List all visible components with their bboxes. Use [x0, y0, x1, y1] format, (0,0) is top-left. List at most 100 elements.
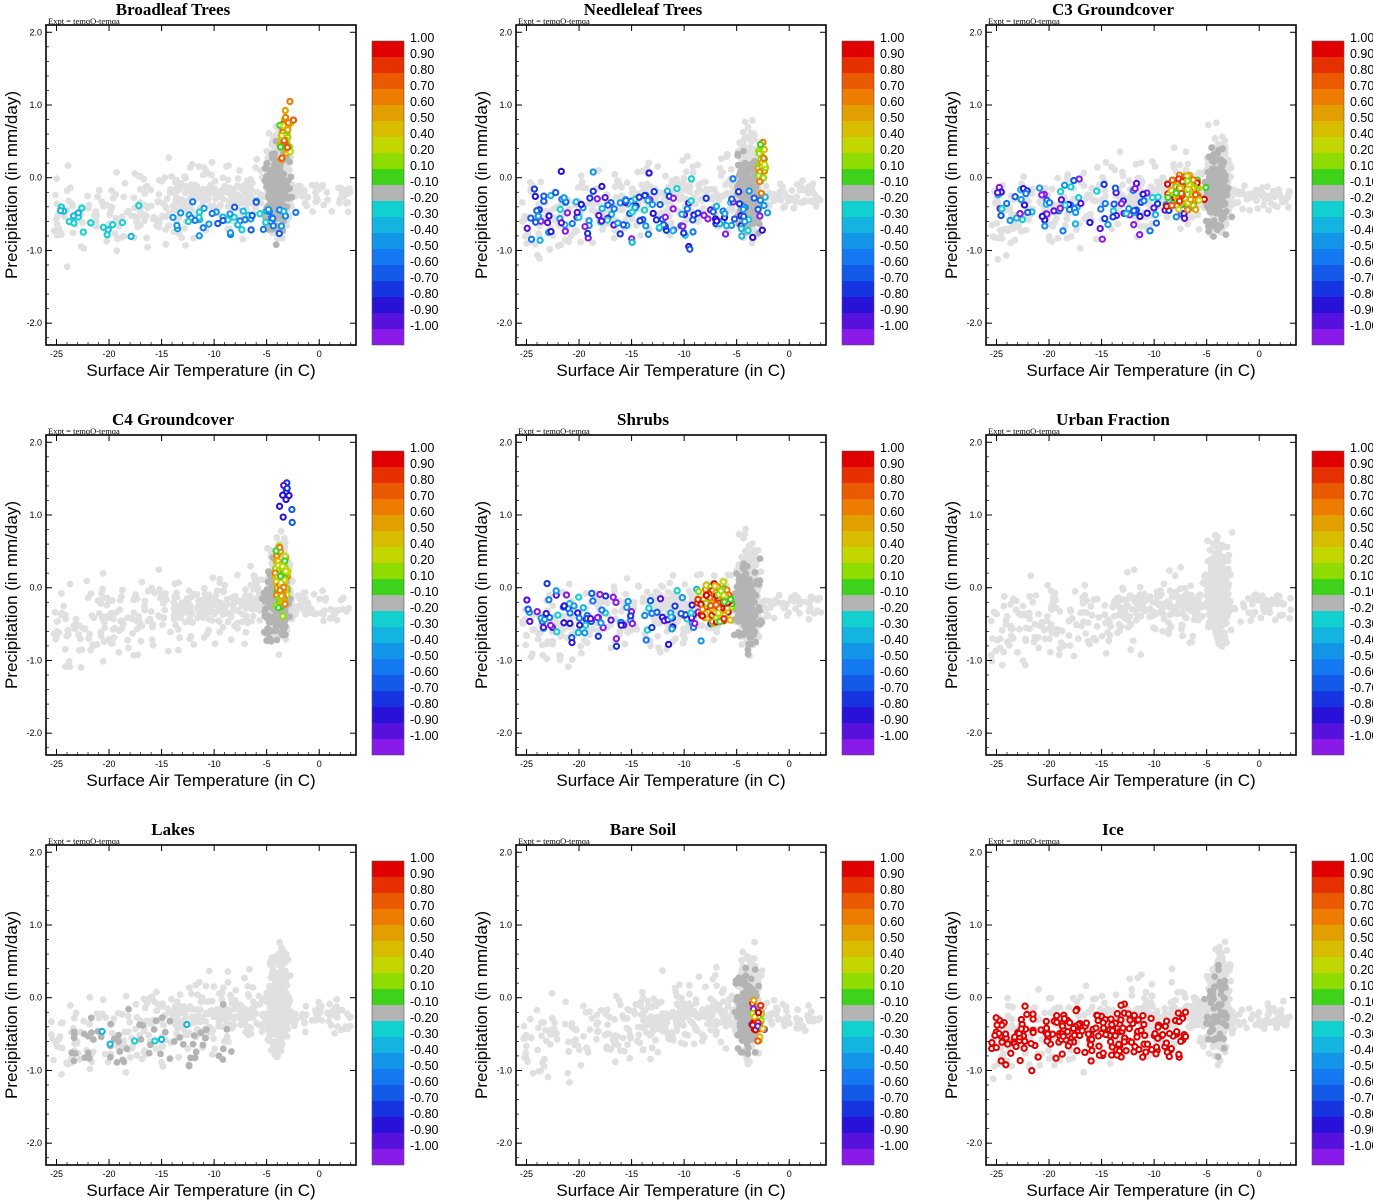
x-tick-label: 0 — [317, 349, 322, 359]
x-tick-label: -15 — [1095, 349, 1108, 359]
scatter-point — [121, 179, 129, 187]
colorbar-tick-label: -0.70 — [1350, 271, 1373, 285]
scatter-point — [162, 204, 170, 212]
scatter-point — [641, 186, 649, 193]
highlight-point — [285, 491, 293, 500]
scatter-point — [105, 636, 113, 643]
scatter-point — [1114, 220, 1121, 228]
scatter-point — [220, 588, 228, 596]
colorbar-swatch — [1312, 153, 1344, 169]
colorbar-tick-label: -0.90 — [880, 303, 909, 317]
scatter-point — [94, 193, 101, 201]
scatter-point — [156, 586, 164, 593]
colorbar-tick-label: 0.40 — [1350, 127, 1373, 141]
highlight-point — [1035, 184, 1044, 192]
scatter-point — [81, 625, 89, 633]
highlight-point — [756, 177, 764, 186]
highlight-point — [547, 227, 555, 236]
scatter-point — [201, 585, 208, 592]
scatter-point — [744, 124, 752, 131]
highlight-point — [195, 232, 203, 240]
colorbar-tick-label: 0.80 — [880, 63, 904, 77]
highlight-point — [1038, 212, 1046, 221]
colorbar-swatch — [842, 185, 874, 201]
scatter-point — [91, 212, 98, 220]
colorbar-tick-label: -1.00 — [410, 729, 439, 743]
scatter-point — [211, 640, 219, 648]
scatter-point — [344, 186, 352, 194]
scatter-point — [195, 163, 203, 171]
highlight-point — [1100, 180, 1108, 189]
scatter-point — [274, 164, 282, 172]
scatter-point — [1177, 225, 1184, 233]
scatter-point — [1020, 173, 1027, 181]
scatter-point — [118, 213, 126, 221]
scatter-point — [200, 164, 208, 171]
highlight-point — [1024, 208, 1032, 217]
highlight-point — [1122, 209, 1130, 218]
highlight-point — [277, 592, 286, 600]
colorbar-swatch — [372, 105, 404, 121]
scatter-point — [1119, 181, 1127, 189]
highlight-point — [284, 119, 293, 127]
colorbar-tick-label: -0.60 — [880, 255, 909, 269]
scatter-point — [162, 240, 170, 248]
scatter-point — [577, 172, 585, 180]
colorbar-swatch — [372, 659, 404, 675]
scatter-point — [228, 594, 236, 601]
scatter-point — [715, 196, 723, 204]
highlight-point — [586, 194, 594, 202]
highlight-point — [1186, 195, 1195, 204]
colorbar-swatch — [842, 217, 874, 233]
colorbar-tick-label: -0.90 — [1350, 303, 1373, 317]
highlight-point — [103, 231, 111, 239]
scatter-point — [997, 234, 1005, 242]
scatter-point — [84, 594, 92, 602]
scatter-point — [285, 176, 292, 184]
scatter-point — [263, 147, 271, 155]
scatter-point — [259, 576, 267, 584]
highlight-point — [281, 557, 289, 565]
highlight-point — [702, 194, 710, 202]
scatter-point — [108, 205, 116, 212]
scatter-point — [719, 169, 726, 176]
scatter-point — [335, 184, 342, 192]
scatter-point — [1208, 167, 1215, 175]
colorbar-tick-label: 0.60 — [880, 95, 904, 109]
highlight-point — [127, 232, 135, 241]
scatter-point — [167, 628, 174, 636]
scatter-point — [141, 217, 148, 225]
scatter-point — [252, 576, 260, 584]
scatter-point — [1241, 182, 1248, 190]
scatter-point — [253, 155, 261, 163]
colorbar-swatch — [842, 297, 874, 313]
y-tick-label: 1.0 — [29, 510, 42, 520]
colorbar-tick-label: 0.10 — [880, 159, 904, 173]
scatter-point — [195, 607, 203, 615]
scatter-point — [241, 640, 249, 648]
scatter-point — [181, 189, 189, 197]
scatter-point — [258, 595, 266, 603]
scatter-point — [155, 191, 163, 198]
scatter-point — [308, 605, 315, 613]
highlight-point — [760, 160, 769, 169]
colorbar-tick-label: 0.60 — [410, 505, 434, 519]
highlight-point — [1164, 193, 1172, 202]
highlight-point — [70, 219, 78, 227]
scatter-point — [1282, 197, 1289, 205]
scatter-point — [316, 595, 323, 603]
scatter-point — [103, 601, 111, 609]
highlight-point — [738, 232, 746, 240]
scatter-point — [244, 618, 251, 625]
scatter-point — [77, 243, 85, 250]
x-tick-label: -5 — [263, 349, 271, 359]
plot-frame — [45, 434, 357, 756]
scatter-point — [318, 609, 326, 617]
scatter-point — [557, 241, 564, 249]
scatter-point — [181, 197, 189, 205]
highlight-point — [191, 216, 199, 225]
colorbar-tick-label: 1.00 — [1350, 31, 1373, 45]
highlight-point — [545, 212, 553, 220]
scatter-point — [249, 612, 257, 620]
